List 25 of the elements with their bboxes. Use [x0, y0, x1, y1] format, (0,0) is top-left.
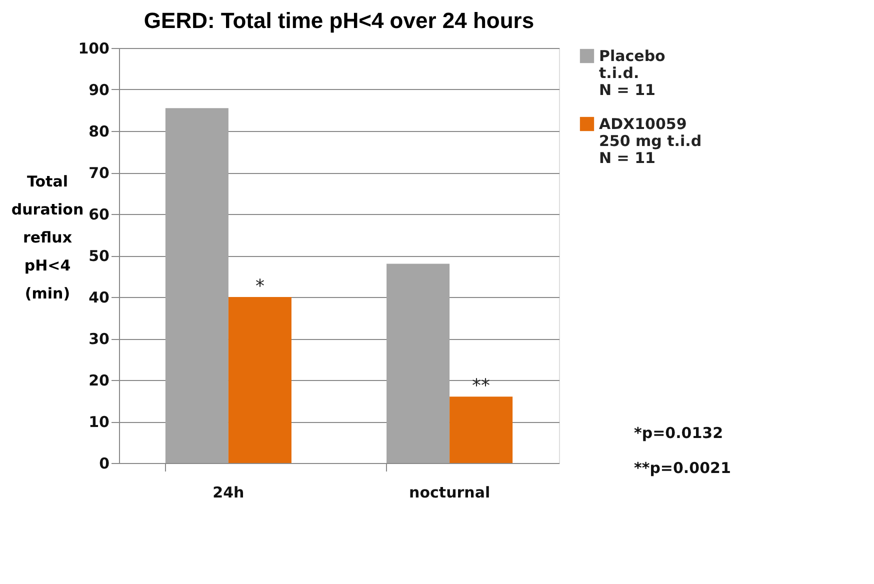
y-tick-label: 90 — [88, 81, 110, 99]
y-tick-label: 100 — [78, 40, 110, 58]
text: **p=0.0021 — [634, 459, 731, 477]
y-tick-label: 10 — [88, 413, 110, 431]
x-tick-label: 24h — [212, 484, 244, 502]
x-tick-label: nocturnal — [409, 484, 490, 502]
bar — [386, 264, 450, 463]
bar — [165, 108, 228, 463]
legend-label: Placebo t.i.d. N = 11 — [599, 47, 666, 99]
y-tick-label: 70 — [88, 164, 110, 182]
legend-label: ADX10059 250 mg t.i.d N = 11 — [599, 115, 702, 167]
chart-title: GERD: Total time pH<4 over 24 hours — [144, 8, 534, 33]
y-tick-label: 0 — [99, 454, 110, 472]
y-tick-label: 80 — [88, 122, 110, 140]
bar — [450, 396, 513, 463]
y-axis-title: Total duration reflux pH<4 (min) — [11, 172, 84, 302]
y-tick-label: 50 — [88, 247, 110, 265]
annotation: * — [255, 276, 264, 297]
text: *p=0.0132 — [634, 424, 724, 442]
y-tick-label: 30 — [88, 330, 110, 348]
y-tick-label: 60 — [88, 206, 110, 224]
bar — [228, 297, 292, 463]
y-tick-label: 20 — [88, 372, 110, 390]
y-tick-label: 40 — [88, 288, 110, 306]
annotation: ** — [472, 376, 490, 397]
